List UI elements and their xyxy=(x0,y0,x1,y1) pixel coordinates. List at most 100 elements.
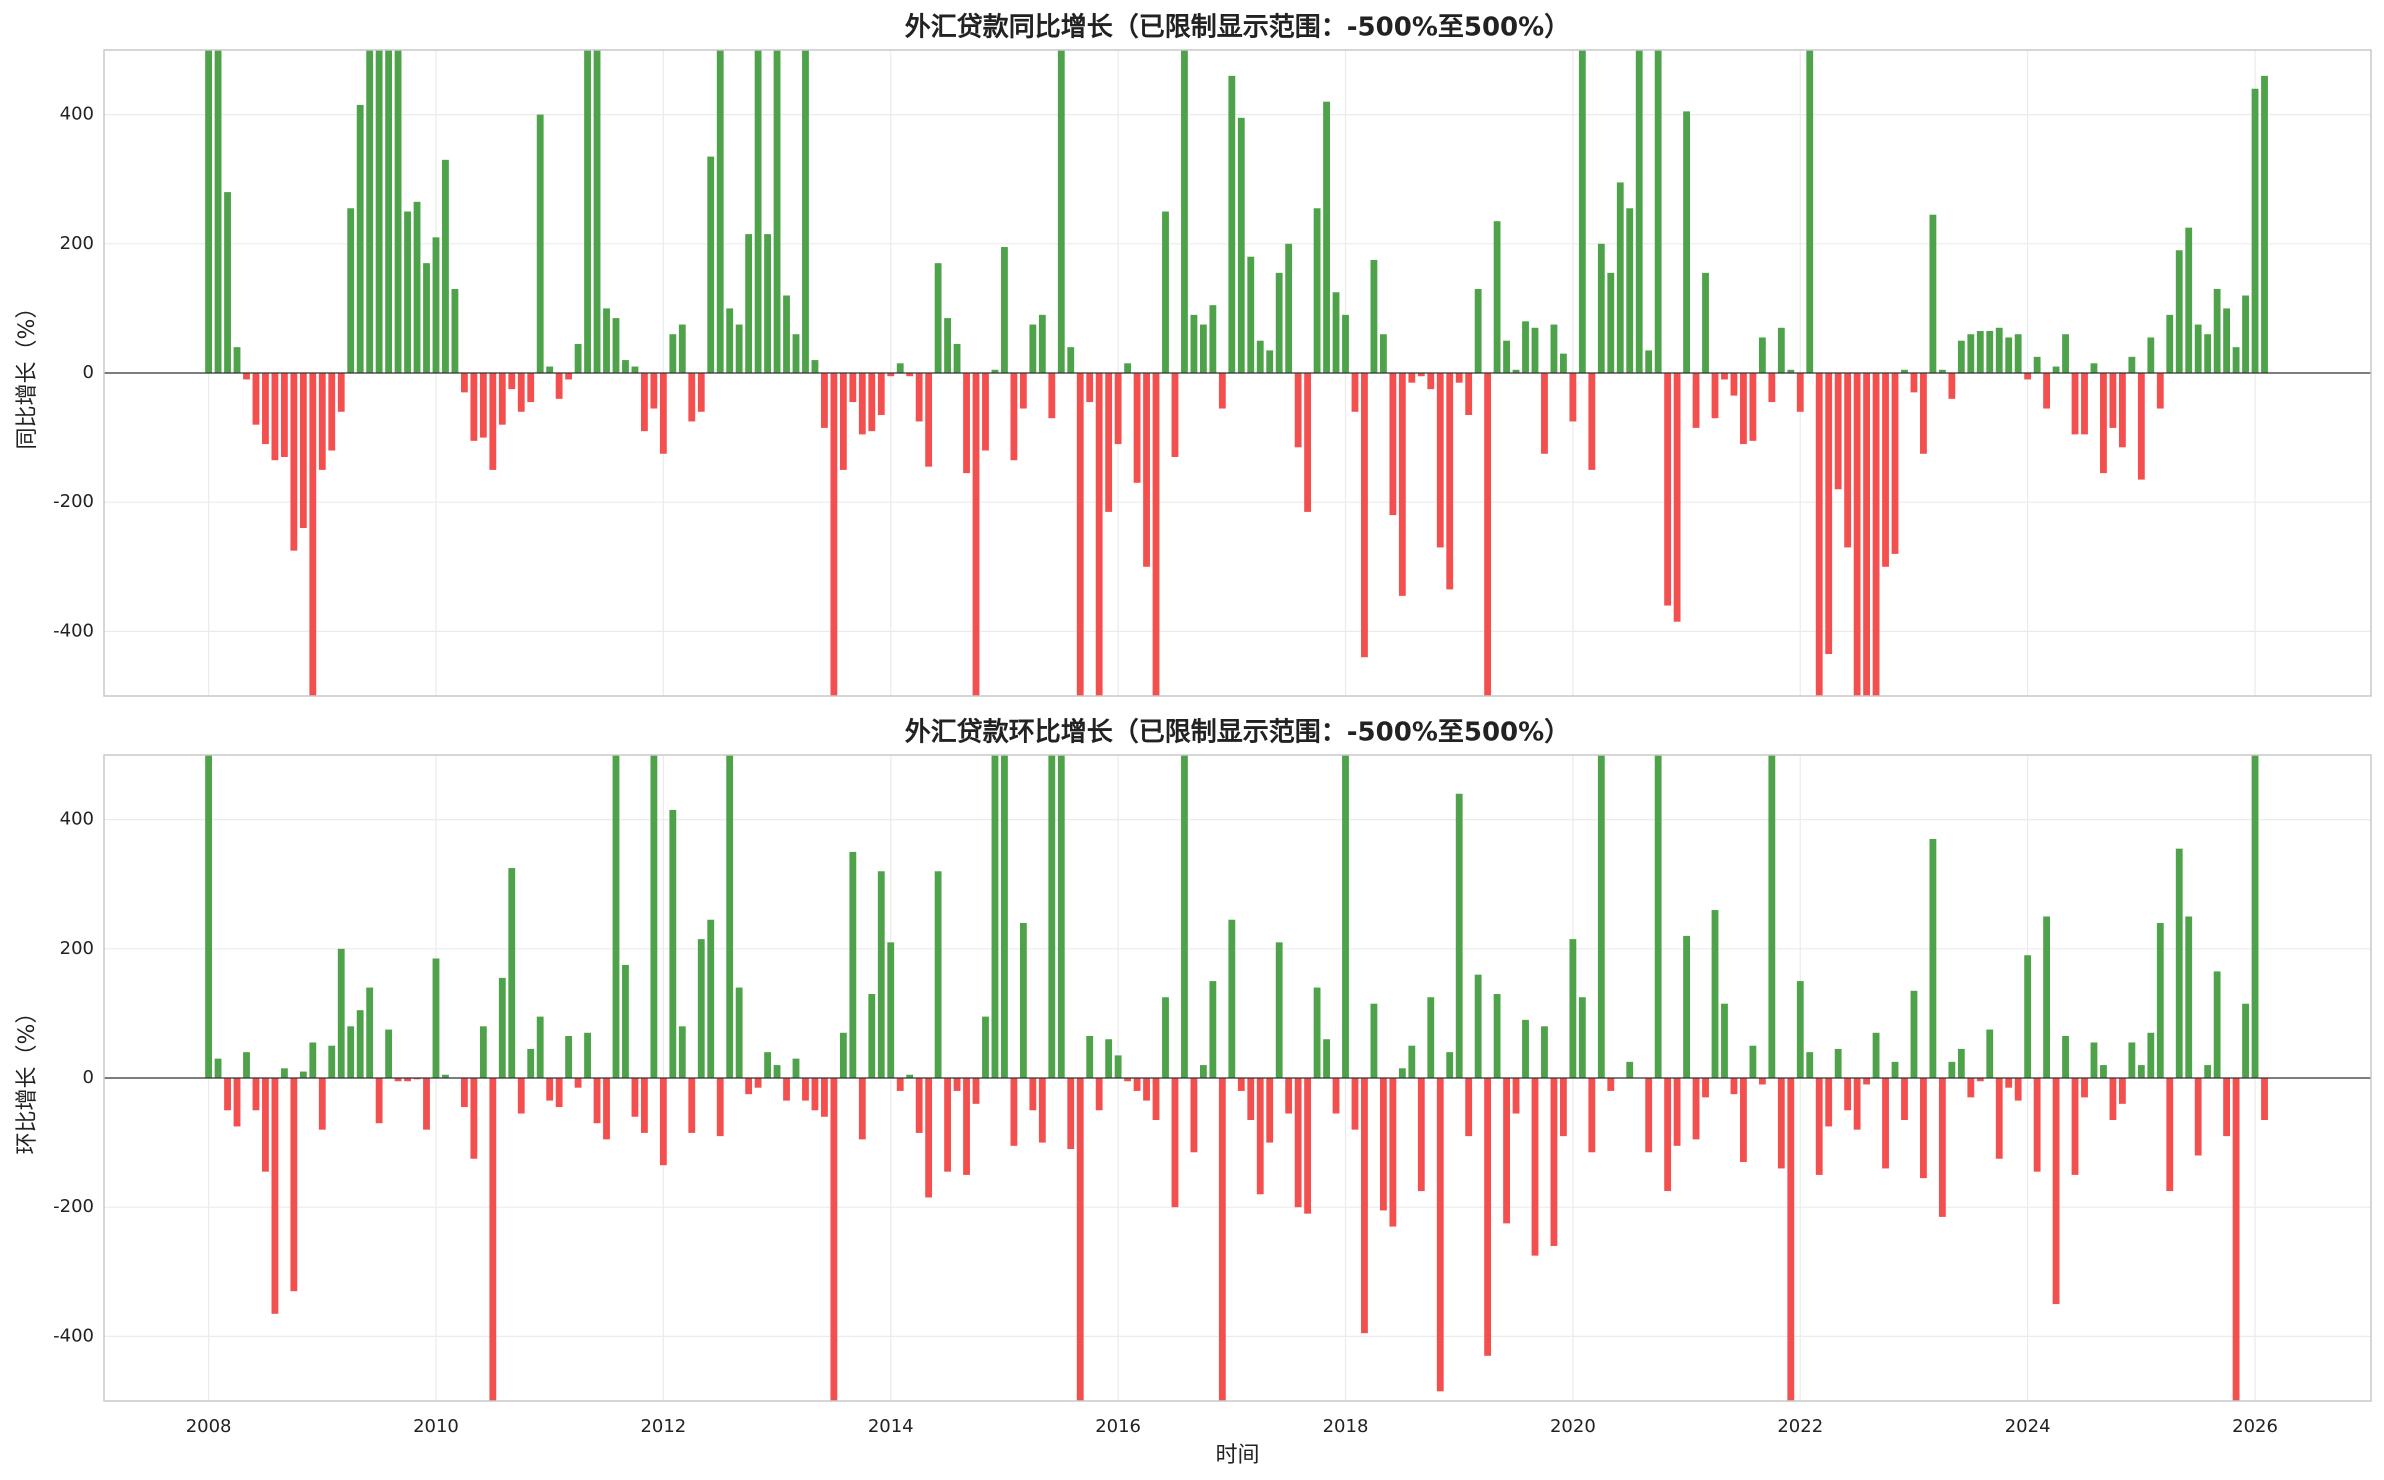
bar xyxy=(868,994,876,1078)
bar xyxy=(1332,1078,1340,1114)
bar xyxy=(849,851,857,1078)
bar xyxy=(925,373,933,467)
bar xyxy=(366,50,374,373)
bar xyxy=(442,1074,449,1078)
bar xyxy=(1929,838,1937,1078)
bar xyxy=(963,1078,970,1175)
bar xyxy=(697,939,705,1078)
bar xyxy=(2118,1078,2126,1104)
bar xyxy=(1446,1052,1454,1078)
bar xyxy=(953,343,961,373)
bar xyxy=(1834,1048,1842,1078)
bar xyxy=(479,373,487,438)
bar xyxy=(944,318,951,373)
bar xyxy=(1247,256,1255,373)
bar xyxy=(1048,373,1056,419)
bar xyxy=(773,1065,781,1078)
bar xyxy=(1095,1078,1103,1111)
bar xyxy=(2033,356,2041,373)
bar xyxy=(603,308,610,373)
bar xyxy=(1313,208,1321,373)
bar xyxy=(1323,101,1330,374)
bar xyxy=(1417,1078,1425,1192)
bar xyxy=(2175,250,2183,373)
bar xyxy=(2109,1078,2117,1120)
bar xyxy=(498,373,506,425)
bar xyxy=(2242,295,2249,373)
bar xyxy=(887,373,895,377)
bar xyxy=(489,373,497,470)
bar xyxy=(1976,331,1984,373)
y-tick-label: -400 xyxy=(53,620,94,641)
bar xyxy=(1758,1078,1766,1085)
bar xyxy=(1929,214,1937,373)
bar xyxy=(1266,1078,1274,1143)
bar xyxy=(1882,1078,1889,1169)
y-tick-label: 0 xyxy=(83,1067,94,1088)
bar xyxy=(1692,373,1700,428)
bar xyxy=(906,373,914,377)
bar xyxy=(1948,373,1956,399)
bar xyxy=(1057,755,1065,1078)
bar xyxy=(366,987,374,1078)
bar xyxy=(1493,221,1501,373)
bar xyxy=(1162,997,1169,1078)
bar xyxy=(1408,373,1416,383)
bar xyxy=(517,373,525,412)
bar xyxy=(1844,1078,1852,1111)
bar xyxy=(318,1078,326,1130)
bar xyxy=(678,324,686,373)
bar xyxy=(1114,373,1122,445)
bar xyxy=(1256,340,1264,373)
bar xyxy=(1237,1078,1245,1091)
bar xyxy=(1228,75,1236,373)
bar xyxy=(1749,1045,1757,1078)
bar xyxy=(413,1078,421,1080)
bar xyxy=(1730,373,1738,396)
bar xyxy=(669,809,677,1078)
bar xyxy=(2166,1078,2174,1192)
bar xyxy=(337,948,345,1078)
bar xyxy=(1408,1045,1416,1078)
y-tick-label: -400 xyxy=(53,1325,94,1346)
bar xyxy=(773,50,781,373)
bar xyxy=(1474,974,1482,1078)
bar xyxy=(498,977,506,1078)
bar xyxy=(792,334,800,373)
bar xyxy=(1342,314,1349,373)
bar xyxy=(356,1010,364,1078)
bar xyxy=(1664,1078,1672,1192)
bar xyxy=(1181,755,1188,1078)
bar xyxy=(1967,334,1975,373)
bar xyxy=(1645,350,1653,373)
bar xyxy=(2128,1042,2136,1078)
y-tick-label: 200 xyxy=(60,938,94,959)
bar xyxy=(1237,117,1245,373)
bar xyxy=(1569,939,1577,1078)
y-tick-label: 0 xyxy=(83,362,94,383)
bar xyxy=(659,1078,667,1166)
bar xyxy=(2043,373,2051,409)
bar xyxy=(1664,373,1672,606)
x-tick-label: 2012 xyxy=(640,1416,686,1437)
bar xyxy=(1920,1078,1927,1179)
bar xyxy=(413,201,421,373)
bar xyxy=(1228,919,1236,1078)
bar xyxy=(1124,363,1132,373)
bar xyxy=(1938,1078,1946,1217)
bar xyxy=(1361,1078,1368,1334)
bar xyxy=(1541,373,1548,454)
bar xyxy=(508,868,516,1078)
bar xyxy=(2147,337,2155,373)
bar xyxy=(2062,334,2069,373)
bar xyxy=(1910,990,1918,1078)
bar xyxy=(1957,1048,1965,1078)
bar xyxy=(603,1078,610,1140)
bar xyxy=(1323,1039,1330,1078)
bar xyxy=(385,1029,393,1078)
bar xyxy=(1218,1078,1226,1401)
bar xyxy=(536,1016,544,1078)
bar xyxy=(1342,755,1349,1078)
bar xyxy=(1522,321,1529,373)
